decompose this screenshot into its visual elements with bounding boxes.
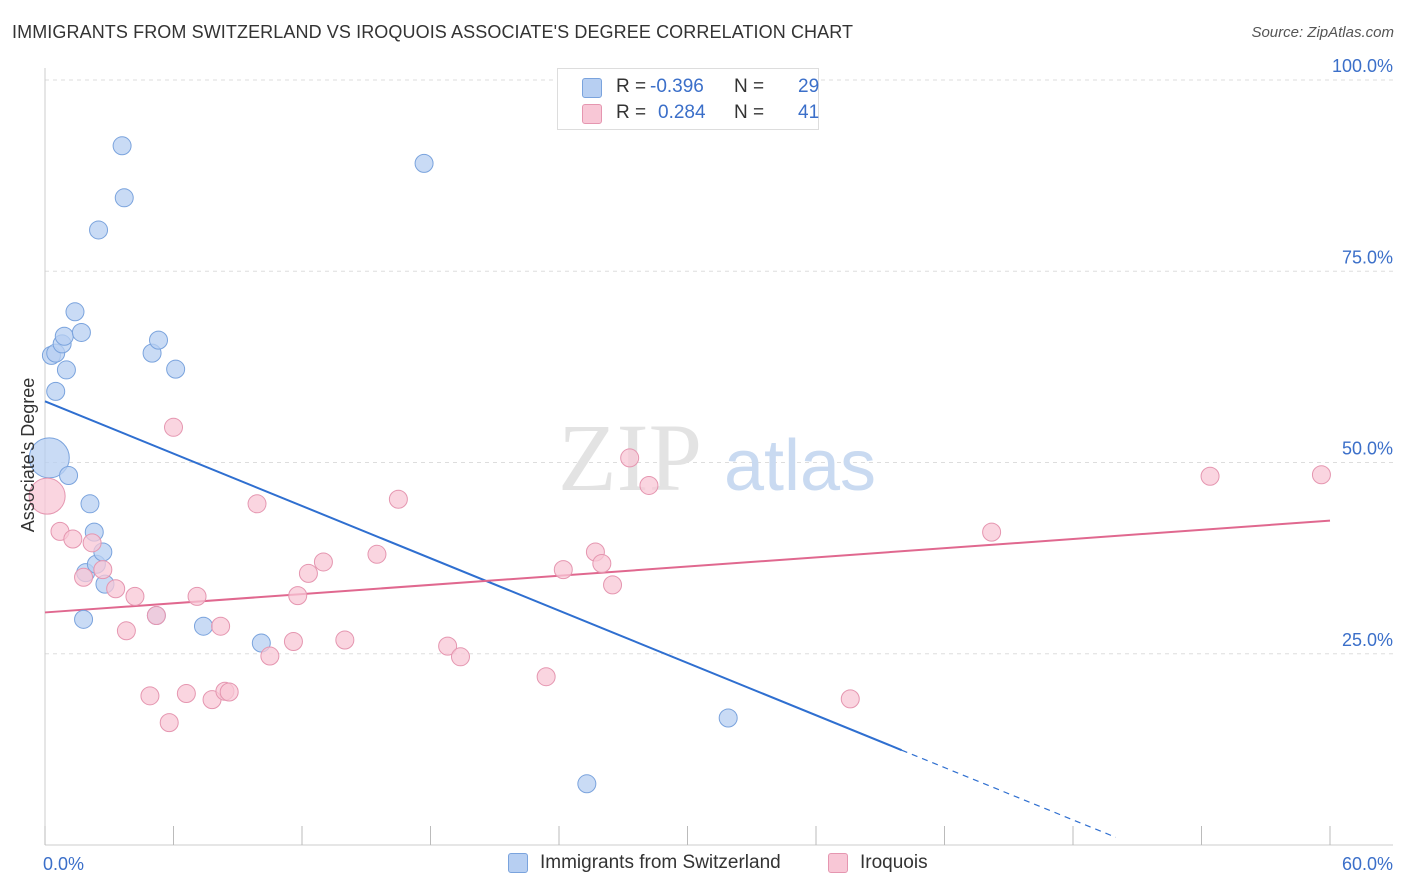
point-iroquois bbox=[553, 560, 573, 580]
point-switzerland bbox=[56, 360, 76, 380]
point-iroquois bbox=[176, 684, 196, 704]
y-axis-label: Associate's Degree bbox=[18, 378, 38, 533]
axes bbox=[44, 68, 1393, 846]
series-legend: Immigrants from Switzerland Iroquois bbox=[0, 852, 1406, 878]
point-iroquois bbox=[247, 494, 267, 514]
point-iroquois bbox=[840, 689, 860, 709]
point-iroquois bbox=[82, 533, 102, 553]
point-iroquois bbox=[592, 553, 612, 573]
point-iroquois bbox=[335, 630, 355, 650]
point-switzerland bbox=[193, 616, 213, 636]
point-switzerland bbox=[112, 136, 132, 156]
point-iroquois bbox=[140, 686, 160, 706]
point-switzerland bbox=[71, 322, 91, 342]
point-switzerland bbox=[59, 466, 79, 486]
point-switzerland bbox=[74, 609, 94, 629]
legend-r-value: 0.284 bbox=[658, 102, 706, 123]
point-switzerland bbox=[65, 302, 85, 322]
point-iroquois bbox=[367, 544, 387, 564]
source-credit: Source: ZipAtlas.com bbox=[1251, 24, 1394, 41]
trend-line-switzerland bbox=[44, 400, 903, 752]
point-iroquois bbox=[116, 621, 136, 641]
point-iroquois bbox=[211, 616, 231, 636]
point-iroquois bbox=[125, 586, 145, 606]
point-iroquois bbox=[639, 475, 659, 495]
legend-swatch-blue bbox=[582, 78, 602, 98]
legend-swatch-pink bbox=[582, 104, 602, 124]
grid-lines bbox=[45, 79, 1393, 655]
y-tick-label: 75.0% bbox=[1342, 247, 1393, 267]
trend-line-switzerland-extension bbox=[901, 749, 1117, 838]
watermark-atlas: atlas bbox=[724, 426, 876, 506]
legend-n-value: 29 bbox=[798, 76, 820, 97]
x-tick-label: 60.0% bbox=[1342, 854, 1393, 874]
point-switzerland bbox=[46, 381, 66, 401]
legend-r-label: R = bbox=[616, 76, 647, 97]
point-iroquois bbox=[1311, 465, 1331, 485]
point-iroquois bbox=[313, 552, 333, 572]
point-iroquois bbox=[63, 529, 83, 549]
legend-n-value: 41 bbox=[798, 102, 820, 123]
point-iroquois bbox=[982, 522, 1002, 542]
point-iroquois bbox=[219, 682, 239, 702]
point-iroquois bbox=[536, 667, 556, 687]
point-switzerland bbox=[80, 494, 100, 514]
point-switzerland bbox=[577, 774, 597, 794]
point-iroquois bbox=[1200, 466, 1220, 486]
point-iroquois bbox=[106, 579, 126, 599]
point-iroquois bbox=[388, 489, 408, 509]
y-tick-label: 100.0% bbox=[1332, 56, 1393, 76]
point-iroquois bbox=[93, 560, 113, 580]
x-tick-label: 0.0% bbox=[43, 854, 84, 874]
legend-n-label: N = bbox=[734, 102, 765, 123]
point-iroquois bbox=[288, 586, 308, 606]
legend-item-label: Immigrants from Switzerland bbox=[540, 852, 781, 873]
point-iroquois bbox=[146, 606, 166, 625]
point-iroquois bbox=[283, 632, 303, 652]
legend-r-value: -0.396 bbox=[650, 76, 704, 97]
point-iroquois bbox=[28, 477, 66, 515]
point-iroquois bbox=[74, 567, 94, 587]
trend-line-iroquois bbox=[44, 519, 1331, 614]
legend-n-label: N = bbox=[734, 76, 765, 97]
chart-title: IMMIGRANTS FROM SWITZERLAND VS IROQUOIS … bbox=[12, 22, 854, 42]
stats-legend: R = -0.396 N = 29 R = 0.284 N = 41 bbox=[557, 68, 819, 130]
point-iroquois bbox=[298, 563, 318, 583]
legend-item-label: Iroquois bbox=[860, 852, 928, 873]
point-iroquois bbox=[450, 647, 470, 667]
point-switzerland bbox=[414, 153, 434, 173]
point-switzerland bbox=[54, 326, 74, 346]
y-tick-label: 50.0% bbox=[1342, 439, 1393, 459]
point-iroquois bbox=[187, 586, 207, 606]
legend-swatch-pink bbox=[828, 853, 848, 873]
trend-lines bbox=[44, 400, 1331, 838]
watermark: ZIP atlas bbox=[558, 404, 876, 511]
point-switzerland bbox=[114, 188, 134, 208]
point-switzerland bbox=[166, 359, 186, 379]
point-iroquois bbox=[620, 448, 640, 468]
legend-swatch-blue bbox=[508, 853, 528, 873]
tick-labels: 25.0% 50.0% 75.0% 100.0% 0.0% 60.0% Associate'… bbox=[18, 56, 1393, 874]
point-switzerland bbox=[89, 220, 109, 240]
point-switzerland bbox=[149, 330, 169, 350]
point-iroquois bbox=[603, 575, 623, 595]
point-iroquois bbox=[159, 713, 179, 733]
point-iroquois bbox=[438, 636, 458, 656]
y-tick-label: 25.0% bbox=[1342, 630, 1393, 650]
legend-r-label: R = bbox=[616, 102, 647, 123]
point-switzerland bbox=[718, 708, 738, 728]
point-iroquois bbox=[260, 646, 280, 666]
point-iroquois bbox=[164, 417, 183, 437]
data-points bbox=[28, 136, 1331, 794]
